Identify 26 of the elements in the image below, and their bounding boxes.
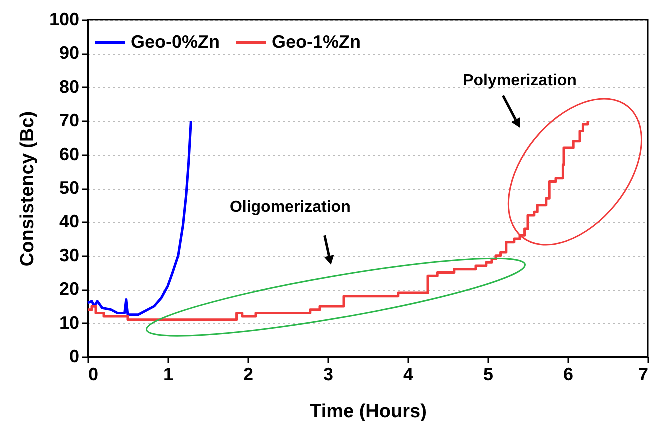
y-tick-label: 100 bbox=[49, 10, 80, 30]
x-axis-title: Time (Hours) bbox=[310, 402, 427, 422]
x-tick-label: 6 bbox=[563, 364, 574, 384]
y-tick-label: 80 bbox=[59, 76, 80, 97]
x-tick-label: 2 bbox=[243, 364, 254, 384]
y-axis-title: Consistency (Bc) bbox=[17, 111, 38, 267]
annotation: Polymerization bbox=[463, 72, 577, 90]
x-tick-label: 0 bbox=[88, 364, 99, 384]
line-series bbox=[86, 120, 192, 316]
legend-label: Geo-1%Zn bbox=[272, 32, 362, 52]
annotation: Oligomerization bbox=[230, 199, 351, 216]
x-tick-label: 5 bbox=[483, 364, 494, 384]
legend-label: Geo-0%Zn bbox=[131, 32, 220, 52]
y-tick-label: 30 bbox=[59, 245, 80, 266]
y-tick-label: 90 bbox=[59, 43, 80, 64]
y-tick-label: 20 bbox=[59, 279, 80, 300]
y-tick-label: 0 bbox=[69, 346, 80, 366]
y-tick-label: 40 bbox=[59, 212, 80, 232]
x-tick-label: 4 bbox=[403, 364, 414, 384]
x-tick-label: 7 bbox=[638, 364, 648, 384]
x-tick-label: 1 bbox=[163, 364, 174, 384]
y-tick-label: 50 bbox=[59, 178, 80, 198]
y-tick-label: 10 bbox=[59, 312, 80, 333]
y-tick-label: 60 bbox=[59, 144, 80, 164]
x-tick-label: 3 bbox=[323, 364, 334, 384]
y-tick-label: 70 bbox=[59, 110, 80, 131]
